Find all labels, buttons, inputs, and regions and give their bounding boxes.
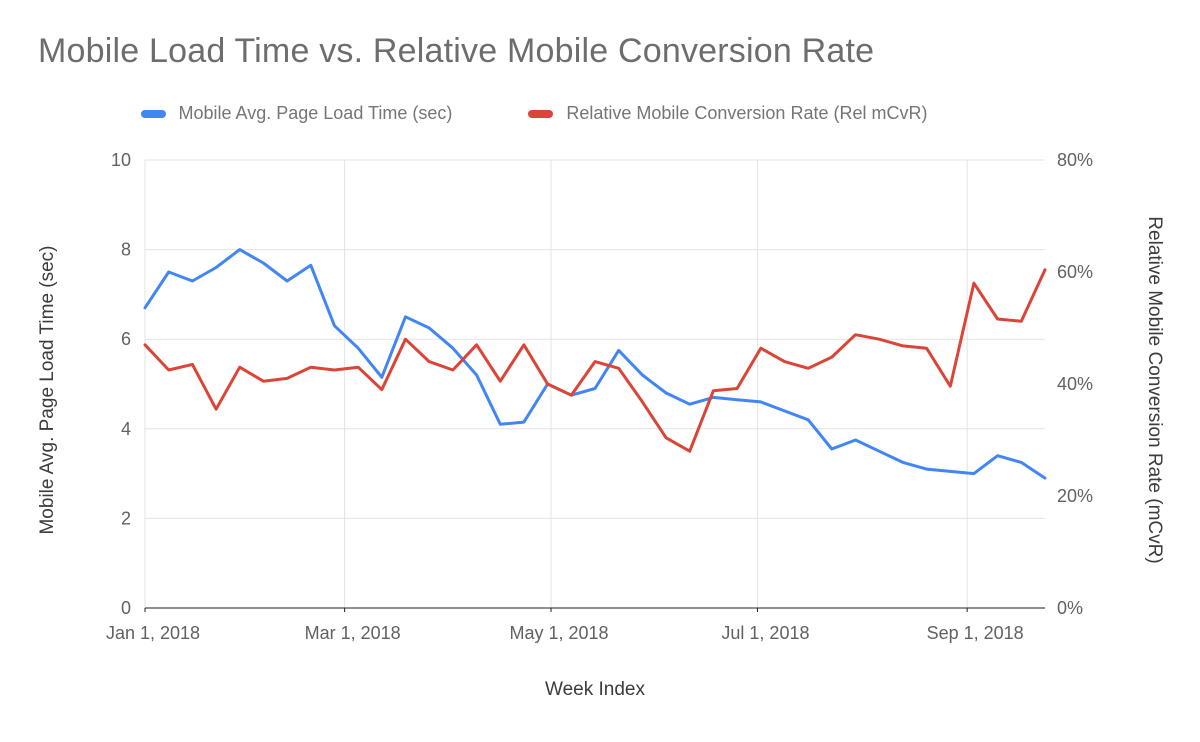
legend-label-rel-mcvr: Relative Mobile Conversion Rate (Rel mCv… (566, 103, 928, 123)
y-left-tick-label: 8 (121, 240, 131, 260)
y-left-tick-label: 4 (121, 419, 131, 439)
y-left-axis-title: Mobile Avg. Page Load Time (sec) (37, 245, 58, 535)
y-left-tick-label: 0 (121, 598, 131, 618)
y-left-tick-label: 6 (121, 329, 131, 349)
y-right-tick-label: 0% (1057, 598, 1083, 618)
y-left-tick-label: 10 (111, 150, 131, 170)
legend-item-load-time[interactable]: Mobile Avg. Page Load Time (sec) (140, 103, 453, 124)
x-tick-label: Jul 1, 2018 (721, 623, 809, 643)
legend-swatch-red (528, 109, 554, 118)
series-line-load-time (143, 248, 1047, 480)
x-tick-label: Sep 1, 2018 (927, 623, 1024, 643)
chart-title: Mobile Load Time vs. Relative Mobile Con… (38, 32, 875, 70)
y-right-tick-label: 80% (1057, 150, 1093, 170)
series-line-rel-mcvr (143, 268, 1047, 453)
x-tick-label: Jan 1, 2018 (106, 623, 200, 643)
x-tick-label: May 1, 2018 (509, 623, 608, 643)
y-right-tick-label: 60% (1057, 262, 1093, 282)
legend-item-rel-mcvr[interactable]: Relative Mobile Conversion Rate (Rel mCv… (528, 103, 927, 124)
y-right-axis-title: Relative Mobile Conversion Rate (mCvR) (1144, 216, 1165, 564)
x-tick-label: Mar 1, 2018 (305, 623, 401, 643)
legend: Mobile Avg. Page Load Time (sec) Relativ… (0, 103, 1068, 124)
legend-swatch-blue (140, 109, 166, 118)
y-right-tick-label: 20% (1057, 486, 1093, 506)
legend-label-load-time: Mobile Avg. Page Load Time (sec) (178, 103, 453, 123)
x-axis-title: Week Index (545, 679, 645, 700)
y-left-tick-label: 2 (121, 508, 131, 528)
y-right-tick-label: 40% (1057, 374, 1093, 394)
